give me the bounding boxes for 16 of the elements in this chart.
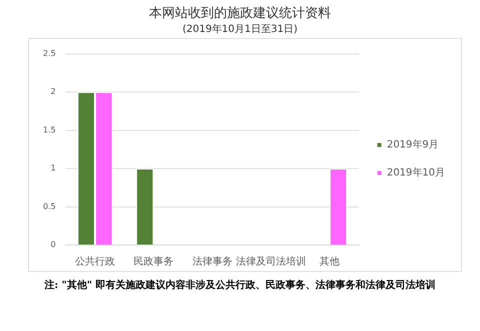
chart-subtitle: (2019年10月1日至31日) [181, 23, 299, 36]
x-tick-label: 民政事务 [134, 256, 174, 268]
y-tick-label: 0.5 [42, 202, 56, 211]
x-tick-label: 公共行政 [75, 256, 116, 268]
y-tick-label: 1.5 [42, 125, 56, 134]
x-tick-label: 法律及司法培训 [236, 256, 306, 268]
text: 注: "其他" 即有关施政建议内容非涉及公共行政、民政事务、法律事务和法律及司法培训 [43, 278, 437, 292]
legend-label: 2019年9月 [386, 138, 439, 151]
chart-title: 本网站收到的施政建议统计资料 [148, 5, 332, 22]
y-tick-label: 2.5 [42, 48, 56, 58]
y-tick-label: 0 [50, 240, 56, 250]
x-tick-label: 法律事务 [192, 256, 232, 268]
x-tick-label: 其他 [320, 256, 340, 268]
y-tick-label: 2 [50, 87, 56, 96]
y-tick-label: 1 [50, 164, 56, 173]
legend-label: 2019年10月 [386, 166, 446, 179]
